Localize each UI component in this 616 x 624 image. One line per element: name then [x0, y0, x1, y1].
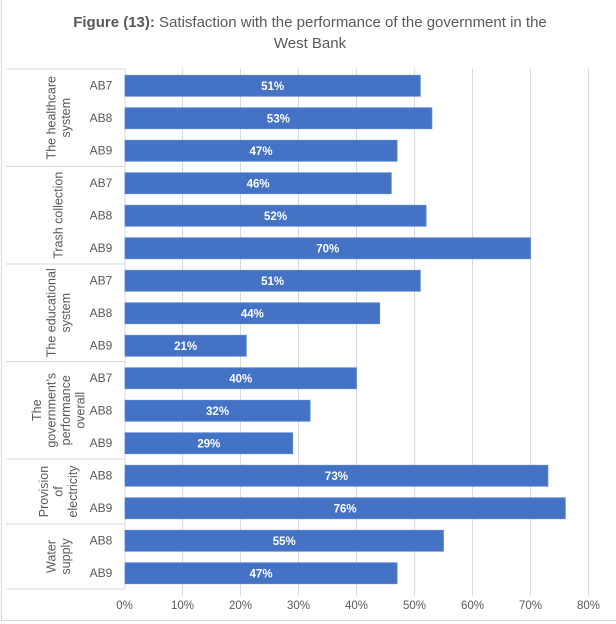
group-label-line: electricity [66, 465, 80, 518]
wave-label: AB7 [90, 176, 113, 190]
bar-value-label: 53% [267, 113, 290, 125]
group-label-line: performance [59, 375, 73, 445]
group-label-line: supply [59, 538, 73, 575]
wave-label: AB9 [90, 143, 113, 157]
chart-title-text: Satisfaction with the performance of the… [154, 14, 547, 52]
bar-value-label: 29% [197, 438, 220, 450]
bar-value-label: 44% [241, 308, 264, 320]
x-axis: 0% 10% 20% 30% 40% 50% 60% 70% 80% [116, 600, 600, 612]
bar-value-label: 46% [247, 178, 270, 190]
bar-value-label: 52% [264, 211, 287, 223]
bar-value-label: 47% [250, 146, 273, 158]
group-label-line: system [59, 293, 73, 333]
group-label-line: of [52, 486, 66, 497]
group-label: The healthcaresystem [44, 76, 73, 159]
bar [124, 367, 357, 390]
group-label-line: overall [73, 392, 87, 429]
group-label-line: The [30, 399, 44, 421]
group-label: Thegovernment’sperformanceoverall [30, 373, 88, 448]
bar-value-label: 73% [325, 471, 348, 483]
bar-value-label: 32% [206, 406, 229, 418]
bar [124, 334, 247, 357]
bar-value-label: 51% [261, 276, 284, 288]
group-label-line: The healthcare [44, 76, 58, 159]
wave-label: AB9 [90, 436, 113, 450]
bar-value-label: 55% [273, 536, 296, 548]
bar-value-label: 47% [250, 568, 273, 580]
x-tick-label: 20% [229, 600, 252, 612]
wave-label: AB8 [90, 111, 113, 125]
x-tick-label: 10% [171, 600, 194, 612]
bar [124, 464, 549, 487]
wave-label: AB9 [90, 241, 113, 255]
wave-label: AB9 [90, 501, 113, 515]
bar [124, 237, 531, 260]
group-label-line: The educational [44, 268, 58, 357]
bar [124, 107, 433, 130]
group-label-line: Provision [37, 466, 51, 517]
bar [124, 497, 566, 520]
chart-title: Figure (13): Satisfaction with the perfo… [60, 12, 560, 54]
x-tick-label: 0% [116, 600, 133, 612]
bar-value-label: 70% [316, 243, 339, 255]
x-tick-label: 30% [287, 600, 310, 612]
group-label-line: system [59, 98, 73, 138]
group-label: Provisionofelectricity [37, 465, 80, 518]
wave-label: AB8 [90, 403, 113, 417]
bar-value-label: 76% [334, 503, 357, 515]
x-tick-label: 60% [461, 600, 484, 612]
group-label: Trash collection [52, 172, 66, 259]
bar [124, 529, 444, 552]
wave-label: AB8 [90, 533, 113, 547]
wave-label: AB9 [90, 338, 113, 352]
bar [124, 399, 311, 422]
bar [124, 139, 398, 162]
wave-label: AB8 [90, 468, 113, 482]
group-label-line: Trash collection [52, 172, 66, 259]
wave-label: AB7 [90, 273, 113, 287]
bar-value-label: 40% [229, 373, 252, 385]
group-label: Watersupply [44, 538, 73, 575]
wave-label: AB7 [90, 371, 113, 385]
bar [124, 562, 398, 585]
chart-title-prefix: Figure (13): [73, 14, 155, 31]
bar [124, 74, 421, 97]
bar [124, 269, 421, 292]
x-tick-label: 70% [519, 600, 542, 612]
x-tick-label: 40% [345, 600, 368, 612]
bar [124, 204, 427, 227]
bar [124, 302, 381, 325]
group-label-line: Water [44, 540, 58, 573]
bar-value-label: 51% [261, 81, 284, 93]
group-label: The educationalsystem [44, 268, 73, 357]
bar [124, 432, 294, 455]
group-label-line: government’s [44, 373, 58, 448]
bar [124, 172, 392, 195]
bar-value-label: 21% [174, 341, 197, 353]
wave-label: AB8 [90, 208, 113, 222]
wave-label: AB7 [90, 78, 113, 92]
x-tick-label: 50% [403, 600, 426, 612]
wave-label: AB8 [90, 306, 113, 320]
bars: 51% 53% 47% 46% 52% 70% 51% 44% 21% 40% 32% 29% 73% 7… [124, 74, 566, 585]
wave-label: AB9 [90, 566, 113, 580]
x-tick-label: 80% [577, 600, 600, 612]
